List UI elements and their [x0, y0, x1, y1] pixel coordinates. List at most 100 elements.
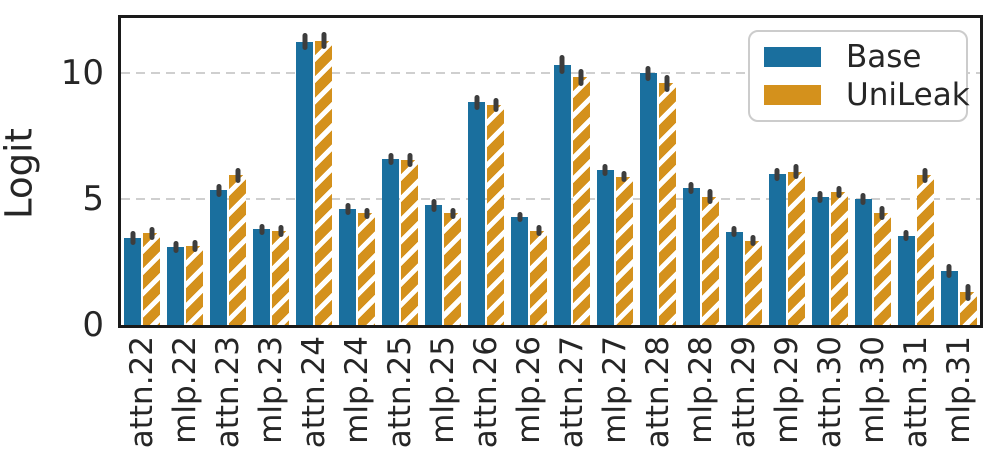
bar-base-mlp.27: [596, 164, 614, 325]
error-bar-base-attn.23: [216, 183, 222, 197]
legend-label-base: Base: [846, 38, 922, 75]
bar-group-attn.31: [894, 18, 937, 325]
error-bar-unileak-mlp.31: [965, 283, 971, 301]
x-tick-label-mlp.27: mlp.27: [596, 336, 633, 444]
y-tick-label-5: 5: [82, 179, 104, 220]
error-bar-base-mlp.29: [774, 167, 780, 181]
bar-group-attn.30: [808, 18, 851, 325]
error-bar-base-mlp.28: [688, 181, 694, 194]
bar-group-attn.24: [293, 18, 336, 325]
bar-group-mlp.28: [679, 18, 722, 325]
bar-unileak-mlp.27: [615, 171, 633, 325]
bar-base-attn.28: [639, 66, 657, 325]
bar-unileak-mlp.29: [787, 164, 805, 325]
error-bar-unileak-attn.24: [321, 32, 327, 50]
bar-unileak-mlp.22: [186, 239, 204, 325]
x-tick-label-mlp.22: mlp.22: [167, 336, 204, 444]
bar-group-mlp.31: [937, 18, 980, 325]
bar-unileak-attn.29: [744, 235, 762, 325]
bar-unileak-mlp.25: [444, 207, 462, 325]
bar-base-mlp.25: [425, 199, 443, 325]
error-bar-unileak-attn.28: [664, 74, 670, 92]
error-bar-base-attn.24: [302, 33, 308, 51]
error-bar-base-attn.22: [130, 231, 136, 245]
legend-label-unileak: UniLeak: [846, 77, 970, 114]
bar-unileak-mlp.30: [873, 205, 891, 325]
bar-base-mlp.23: [253, 223, 271, 325]
bar-unileak-attn.28: [658, 74, 676, 325]
x-tick-label-attn.28: attn.28: [639, 336, 676, 449]
bar-base-attn.25: [382, 152, 400, 325]
x-tick-label-attn.22: attn.22: [124, 336, 161, 449]
bar-unileak-mlp.31: [959, 283, 977, 325]
bar-unileak-mlp.26: [530, 225, 548, 325]
error-bar-base-attn.27: [559, 54, 565, 75]
error-bar-unileak-attn.31: [922, 168, 928, 183]
bar-base-mlp.28: [682, 181, 700, 325]
bar-unileak-attn.31: [916, 168, 934, 325]
error-bar-base-mlp.30: [860, 193, 866, 206]
bar-base-mlp.26: [511, 212, 529, 325]
error-bar-unileak-mlp.23: [278, 224, 284, 237]
x-tick-label-attn.27: attn.27: [553, 336, 590, 449]
error-bar-base-mlp.25: [431, 199, 437, 212]
bar-unileak-attn.30: [830, 185, 848, 325]
bar-group-attn.22: [121, 18, 164, 325]
legend-item-base: Base: [750, 39, 966, 75]
bar-base-attn.24: [296, 33, 314, 325]
x-tick-label-mlp.24: mlp.24: [339, 336, 376, 444]
bar-group-mlp.26: [508, 18, 551, 325]
bar-base-attn.31: [897, 230, 915, 325]
bar-unileak-attn.25: [401, 152, 419, 325]
x-tick-label-attn.26: attn.26: [468, 336, 505, 449]
x-tick-label-attn.23: attn.23: [210, 336, 247, 449]
error-bar-unileak-mlp.29: [793, 164, 799, 179]
bar-unileak-attn.26: [487, 97, 505, 325]
bar-group-mlp.23: [250, 18, 293, 325]
error-bar-base-attn.31: [903, 230, 909, 242]
bar-unileak-attn.23: [229, 168, 247, 325]
bar-base-mlp.22: [167, 241, 185, 325]
bar-unileak-mlp.24: [358, 207, 376, 325]
bar-group-mlp.30: [851, 18, 894, 325]
x-tick-label-attn.30: attn.30: [811, 336, 848, 449]
error-bar-unileak-mlp.22: [192, 239, 198, 252]
error-bar-base-mlp.24: [345, 203, 351, 216]
bar-group-mlp.27: [593, 18, 636, 325]
gridline-y10: [121, 72, 980, 75]
bar-group-attn.28: [636, 18, 679, 325]
error-bar-base-mlp.22: [173, 241, 179, 253]
error-bar-unileak-mlp.24: [364, 207, 370, 219]
error-bar-base-attn.29: [731, 226, 737, 238]
bar-group-attn.27: [551, 18, 594, 325]
error-bar-unileak-mlp.25: [450, 207, 456, 219]
bar-group-attn.23: [207, 18, 250, 325]
bar-base-mlp.24: [339, 203, 357, 325]
error-bar-unileak-attn.22: [149, 226, 155, 240]
x-tick-label-mlp.28: mlp.28: [682, 336, 719, 444]
bar-unileak-mlp.23: [272, 224, 290, 325]
bar-base-attn.30: [811, 190, 829, 325]
y-tick-label-10: 10: [60, 53, 104, 94]
y-axis-label: Logit: [0, 128, 41, 219]
x-tick-label-attn.31: attn.31: [897, 336, 934, 449]
x-tick-label-attn.24: attn.24: [296, 336, 333, 449]
plot-area: Base UniLeak: [118, 15, 983, 328]
bar-unileak-attn.24: [315, 32, 333, 325]
y-tick-label-0: 0: [82, 305, 104, 345]
bar-base-mlp.30: [854, 193, 872, 325]
bar-base-mlp.31: [940, 263, 958, 325]
bar-base-attn.22: [124, 231, 142, 325]
error-bar-base-attn.25: [388, 152, 394, 165]
error-bar-unileak-mlp.26: [536, 225, 542, 237]
bar-base-attn.23: [210, 183, 228, 325]
error-bar-base-mlp.23: [259, 223, 265, 235]
bar-base-attn.26: [468, 95, 486, 325]
error-bar-unileak-attn.27: [578, 68, 584, 86]
error-bar-base-attn.28: [645, 66, 651, 81]
bar-group-attn.29: [722, 18, 765, 325]
bar-unileak-mlp.28: [701, 189, 719, 325]
error-bar-unileak-attn.25: [407, 152, 413, 168]
gridline-y5: [121, 198, 980, 201]
bar-base-mlp.29: [768, 167, 786, 325]
